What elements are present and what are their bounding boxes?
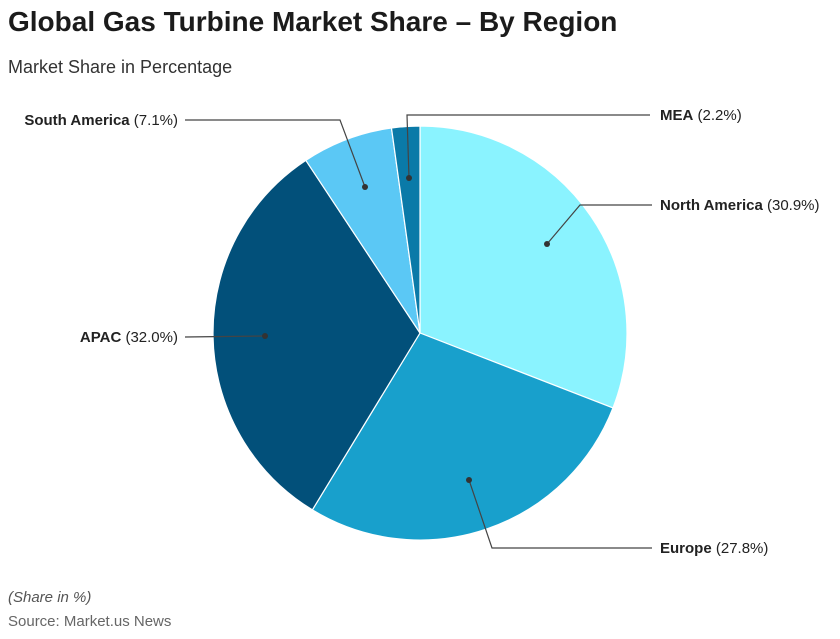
label-value: (27.8%): [712, 540, 769, 557]
label-value: (30.9%): [763, 197, 820, 214]
data-label-south-america: South America (7.1%): [24, 112, 178, 129]
pie-slice-mea: [390, 125, 421, 334]
label-value: (2.2%): [693, 107, 741, 124]
leader-line-mea: [406, 114, 650, 179]
leader-dot-mea: [406, 175, 412, 181]
source-text: Source: Market.us News: [8, 613, 172, 630]
leader-dot-north-america: [544, 241, 550, 247]
share-note: (Share in %): [8, 589, 92, 606]
label-category: North America: [660, 197, 763, 214]
leader-line-apac: [184, 335, 266, 338]
leader-dot-apac: [262, 333, 268, 339]
data-label-apac: APAC (32.0%): [80, 329, 178, 346]
label-value: (32.0%): [121, 329, 178, 346]
label-category: Europe: [660, 540, 712, 557]
label-category: MEA: [660, 107, 694, 124]
chart-subtitle: Market Share in Percentage: [8, 57, 233, 77]
label-value: (7.1%): [130, 112, 178, 129]
leader-line-south-america: [185, 119, 366, 188]
data-label-north-america: North America (30.9%): [660, 197, 820, 214]
leader-dot-europe: [466, 477, 472, 483]
pie-slice-europe: [311, 332, 614, 541]
chart-title: Global Gas Turbine Market Share – By Reg…: [8, 6, 618, 37]
label-category: APAC: [80, 329, 122, 346]
leader-line-europe: [468, 479, 652, 549]
data-label-mea: MEA (2.2%): [660, 107, 742, 124]
pie-slice-north-america: [419, 125, 628, 409]
data-label-europe: Europe (27.8%): [660, 540, 768, 557]
label-category: South America: [24, 112, 130, 129]
leader-line-north-america: [546, 204, 652, 245]
leader-dot-south-america: [362, 184, 368, 190]
